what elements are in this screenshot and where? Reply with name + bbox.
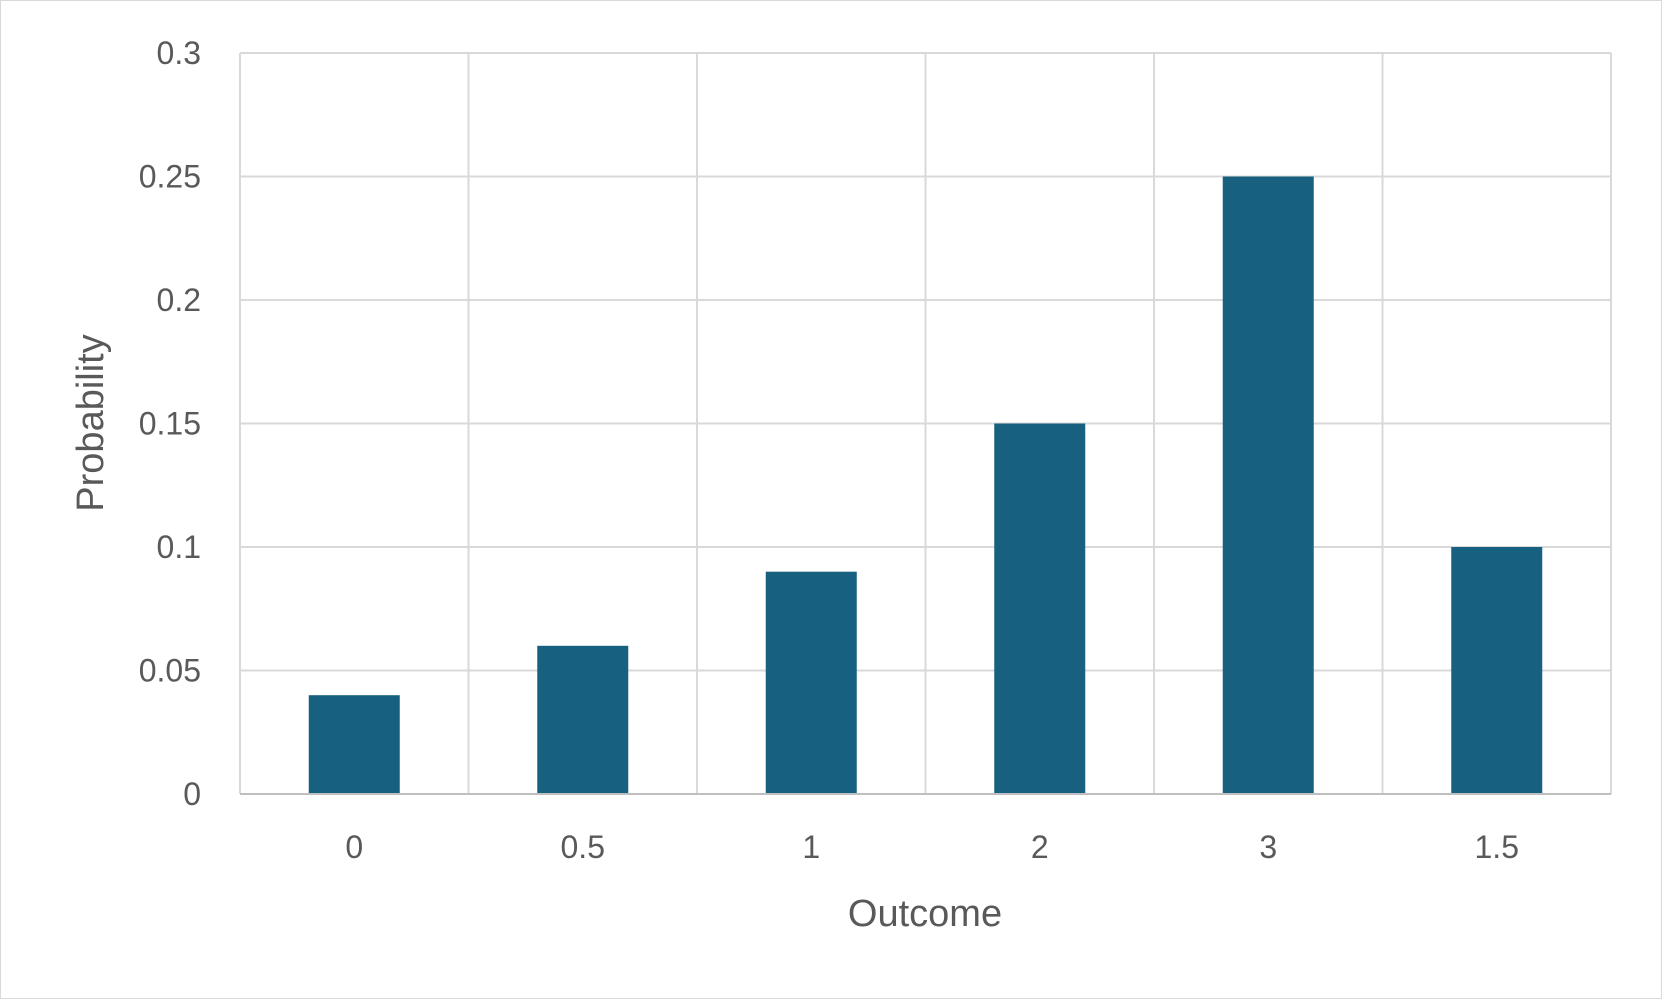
gridlines	[239, 52, 1612, 794]
bar-0	[308, 695, 400, 794]
y-tick-labels: 0 0.05 0.1 0.15 0.2 0.25 0.3	[139, 35, 201, 812]
x-tick-label: 0	[345, 829, 363, 865]
x-tick-label: 1	[802, 829, 820, 865]
x-tick-labels: 0 0.5 1 2 3 1.5	[345, 829, 1519, 865]
bars	[308, 176, 1543, 794]
x-tick-label: 3	[1259, 829, 1277, 865]
x-tick-label: 1.5	[1475, 829, 1519, 865]
x-axis-title: Outcome	[848, 893, 1002, 935]
y-tick-label: 0.05	[139, 653, 201, 689]
bar-0.5	[537, 645, 629, 794]
bar-2	[994, 423, 1086, 794]
bar-3	[1222, 176, 1314, 794]
y-tick-label: 0.2	[157, 282, 201, 318]
y-axis-title: Probability	[70, 334, 112, 511]
bar-1	[765, 571, 857, 794]
y-tick-label: 0	[183, 776, 201, 812]
x-tick-label: 2	[1031, 829, 1049, 865]
y-tick-label: 0.1	[157, 529, 201, 565]
y-tick-label: 0.15	[139, 406, 201, 442]
y-tick-label: 0.25	[139, 159, 201, 195]
y-tick-label: 0.3	[157, 35, 201, 71]
bar-1.5	[1451, 547, 1543, 794]
x-tick-label: 0.5	[561, 829, 605, 865]
